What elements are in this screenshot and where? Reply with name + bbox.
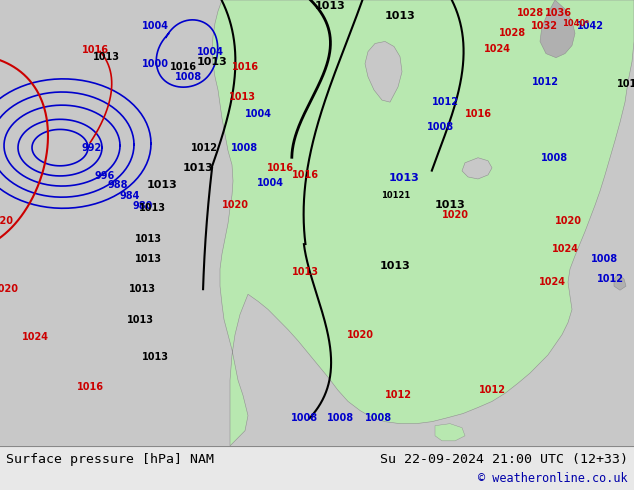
Text: 980: 980 — [133, 201, 153, 211]
Text: 1024: 1024 — [484, 44, 510, 53]
Text: 1013: 1013 — [197, 57, 228, 67]
Text: 1013: 1013 — [129, 284, 155, 294]
Text: 1013: 1013 — [93, 51, 119, 62]
Text: © weatheronline.co.uk: © weatheronline.co.uk — [479, 472, 628, 486]
Text: 984: 984 — [120, 191, 140, 201]
Text: 1024: 1024 — [22, 332, 48, 342]
Text: 1012: 1012 — [531, 77, 559, 87]
Text: 1016: 1016 — [465, 109, 491, 119]
Text: 10121: 10121 — [382, 191, 411, 199]
Text: 996: 996 — [95, 171, 115, 181]
Text: 1020: 1020 — [441, 210, 469, 221]
Text: 1000: 1000 — [141, 59, 169, 69]
Text: 1013: 1013 — [228, 92, 256, 102]
Text: 1013: 1013 — [138, 203, 165, 213]
Text: 1008: 1008 — [592, 254, 619, 264]
Text: 992: 992 — [82, 143, 102, 152]
Text: 1016: 1016 — [77, 382, 103, 392]
Text: 1004: 1004 — [245, 109, 271, 119]
Text: 1013: 1013 — [127, 315, 153, 324]
Text: 1008: 1008 — [365, 413, 392, 422]
Text: 1036: 1036 — [545, 8, 571, 18]
Text: 1004: 1004 — [257, 178, 283, 188]
Text: 1013: 1013 — [616, 79, 634, 89]
Text: 1016: 1016 — [82, 45, 108, 54]
Text: 1020: 1020 — [0, 284, 18, 294]
Text: 1020: 1020 — [221, 200, 249, 210]
Text: 1013: 1013 — [385, 11, 415, 21]
Text: 1008: 1008 — [327, 413, 354, 422]
Text: 1042: 1042 — [576, 21, 604, 31]
Text: 1008: 1008 — [174, 72, 202, 82]
Text: 1013: 1013 — [134, 234, 162, 244]
Text: Surface pressure [hPa] NAM: Surface pressure [hPa] NAM — [6, 453, 214, 466]
Text: 1004: 1004 — [197, 47, 224, 56]
Text: 1024: 1024 — [538, 277, 566, 287]
Text: 1013: 1013 — [141, 352, 169, 362]
Text: 1004: 1004 — [141, 21, 169, 31]
Text: 1016: 1016 — [169, 62, 197, 72]
Text: 1013: 1013 — [380, 261, 410, 271]
Text: 1013: 1013 — [146, 180, 178, 190]
Polygon shape — [435, 424, 465, 441]
Text: 1008: 1008 — [541, 153, 569, 163]
Text: 988: 988 — [108, 180, 128, 190]
Text: 1016: 1016 — [231, 62, 259, 72]
Text: 1013: 1013 — [314, 1, 346, 11]
Text: 1013: 1013 — [389, 173, 419, 183]
Text: 1020: 1020 — [555, 217, 581, 226]
Text: 1024: 1024 — [552, 244, 578, 254]
Text: 1016: 1016 — [266, 163, 294, 173]
Text: 1012: 1012 — [597, 274, 623, 284]
Polygon shape — [365, 42, 402, 102]
Polygon shape — [540, 0, 575, 58]
Polygon shape — [462, 158, 492, 179]
Text: 1008: 1008 — [427, 122, 453, 132]
Text: 1020: 1020 — [0, 217, 13, 226]
Text: 1013: 1013 — [435, 200, 465, 210]
Text: 1008: 1008 — [231, 143, 259, 152]
Text: 1008: 1008 — [292, 413, 318, 422]
Text: 1016: 1016 — [292, 170, 318, 180]
Text: 1012: 1012 — [479, 385, 505, 395]
Text: 1012: 1012 — [190, 143, 217, 152]
Text: Su 22-09-2024 21:00 UTC (12+33): Su 22-09-2024 21:00 UTC (12+33) — [380, 453, 628, 466]
Text: 1032: 1032 — [531, 21, 557, 31]
Text: 1020: 1020 — [347, 330, 373, 340]
Text: 1013: 1013 — [292, 267, 318, 277]
Polygon shape — [212, 0, 634, 446]
Text: 1028: 1028 — [517, 8, 543, 18]
Text: 1012: 1012 — [432, 97, 458, 107]
Polygon shape — [614, 274, 626, 290]
Text: 1013: 1013 — [134, 254, 162, 264]
Text: 1013: 1013 — [183, 163, 214, 173]
Text: 1012: 1012 — [384, 391, 411, 400]
Text: 1028: 1028 — [498, 28, 526, 38]
Text: 1040⁰: 1040⁰ — [562, 19, 588, 28]
